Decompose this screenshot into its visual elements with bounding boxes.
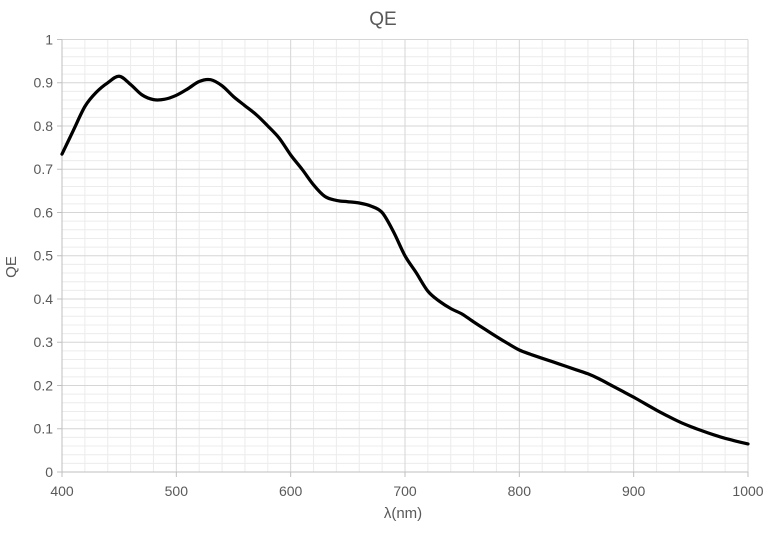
y-axis-tick-labels: 0 0.1 0.2 0.3 0.4 0.5 0.6 0.7 0.8 0.9 1 bbox=[34, 31, 54, 480]
x-axis-tick-labels: 400 500 600 700 800 900 1000 bbox=[50, 483, 763, 499]
x-tick-label: 800 bbox=[508, 483, 532, 499]
y-axis-title: QE bbox=[3, 256, 20, 278]
x-tick-label: 500 bbox=[165, 483, 189, 499]
y-tick-label: 0.4 bbox=[34, 291, 54, 307]
y-tick-label: 0.5 bbox=[34, 248, 54, 264]
y-tick-label: 1 bbox=[45, 31, 53, 47]
x-tick-label: 1000 bbox=[732, 483, 763, 499]
axis-tick-marks bbox=[57, 39, 749, 477]
x-tick-label: 700 bbox=[393, 483, 417, 499]
y-tick-label: 0.6 bbox=[34, 204, 54, 220]
y-tick-label: 0.3 bbox=[34, 334, 54, 350]
x-tick-label: 400 bbox=[50, 483, 74, 499]
y-tick-label: 0.2 bbox=[34, 377, 54, 393]
chart-title: QE bbox=[369, 9, 396, 30]
x-tick-label: 900 bbox=[622, 483, 646, 499]
x-axis-title: λ(nm) bbox=[384, 505, 422, 522]
qe-series-line bbox=[60, 74, 750, 446]
y-tick-label: 0.1 bbox=[34, 421, 54, 437]
x-tick-label: 600 bbox=[279, 483, 303, 499]
y-tick-label: 0.7 bbox=[34, 161, 54, 177]
y-tick-label: 0.9 bbox=[34, 75, 54, 91]
y-tick-label: 0.8 bbox=[34, 118, 54, 134]
y-tick-label: 0 bbox=[45, 464, 53, 480]
